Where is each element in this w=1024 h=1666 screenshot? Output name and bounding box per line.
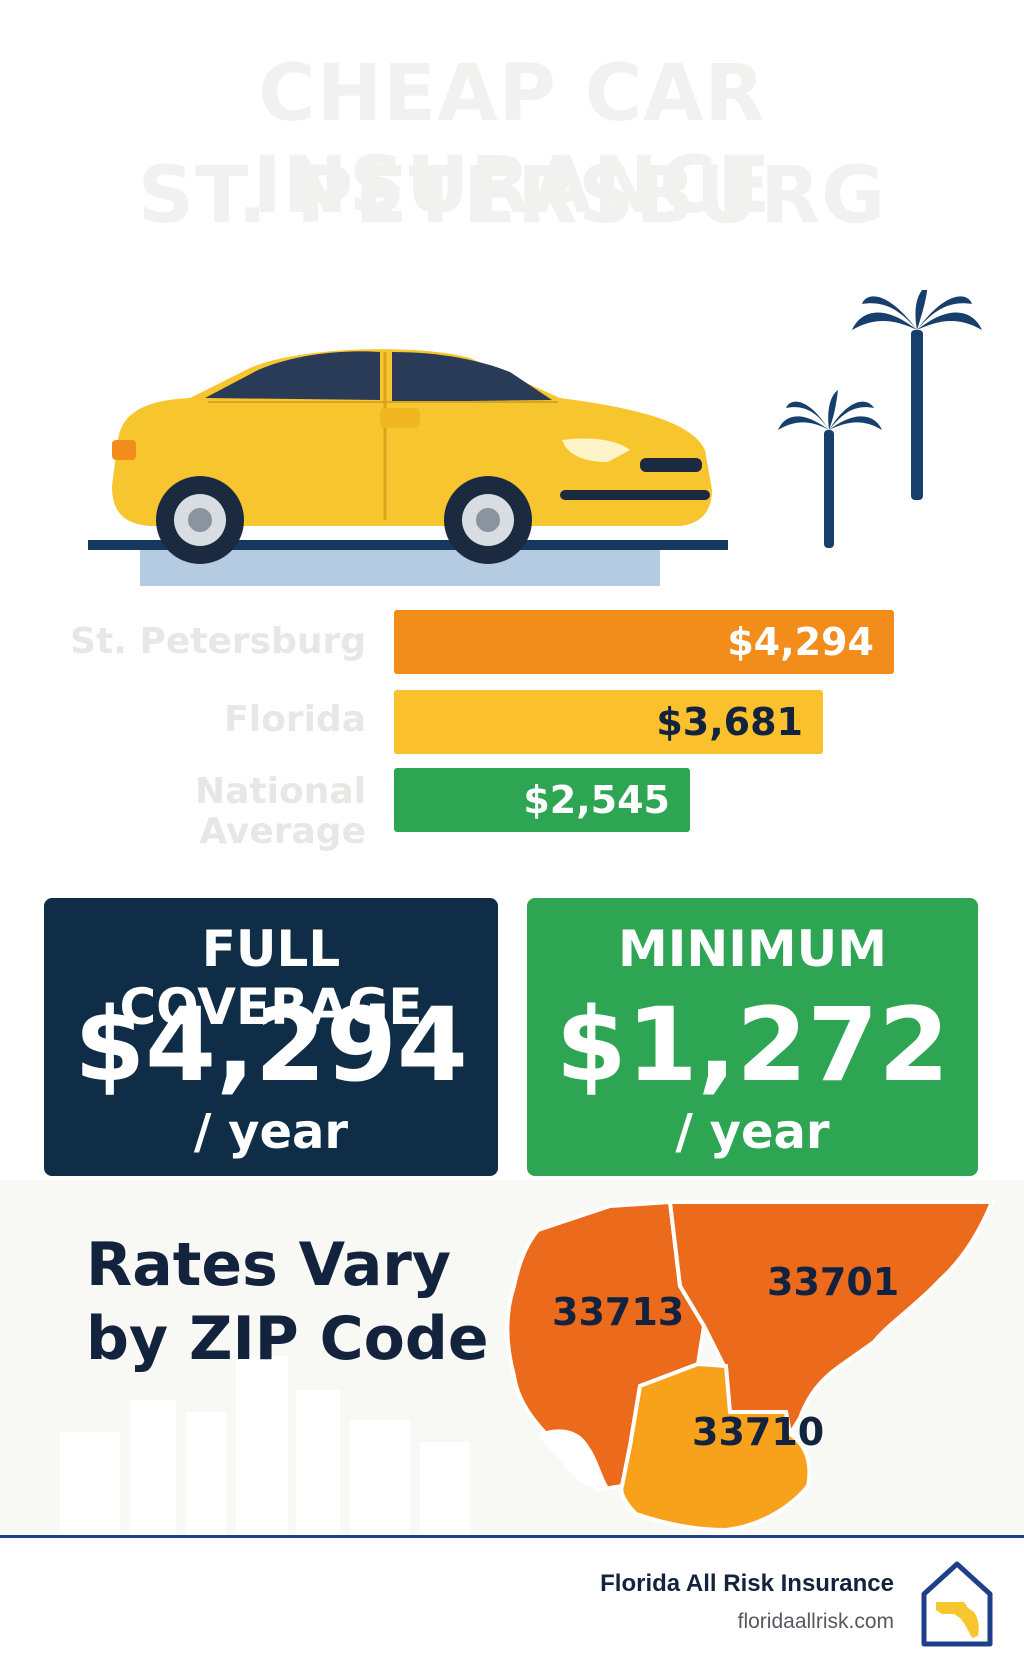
- rates-vary-heading: Rates Vary by ZIP Code: [86, 1228, 489, 1376]
- zip-label-33713: 33713: [552, 1290, 685, 1334]
- florida-house-logo-icon: [921, 1561, 993, 1647]
- minimum-coverage-heading: MINIMUM: [618, 920, 887, 978]
- rates-vary-line-1: Rates Vary: [86, 1230, 452, 1300]
- bar-label-national-average: National Average: [195, 771, 366, 852]
- bar-national-average: $2,545: [394, 768, 690, 832]
- zip-region-33701: [667, 1200, 995, 1440]
- brand-name: Florida All Risk Insurance: [600, 1570, 894, 1597]
- minimum-coverage-card: MINIMUM $1,272 / year: [527, 898, 978, 1176]
- full-coverage-card: FULL COVERAGE $4,294 / year: [44, 898, 498, 1176]
- bar-value-national-average: $2,545: [523, 778, 670, 822]
- car-illustration: [88, 290, 982, 586]
- footer-divider: [0, 1535, 1024, 1538]
- full-coverage-amount: $4,294: [74, 986, 468, 1105]
- yellow-car-icon: [112, 349, 712, 564]
- zip-region-33713: [505, 1199, 707, 1493]
- minimum-coverage-unit: / year: [675, 1104, 830, 1160]
- zip-label-33701: 33701: [767, 1260, 900, 1304]
- bay-water-icon: [538, 1429, 608, 1488]
- rates-vary-line-2: by ZIP Code: [86, 1304, 489, 1374]
- brand-url[interactable]: floridaallrisk.com: [737, 1610, 894, 1633]
- city-skyline-icon: [60, 1356, 470, 1534]
- bar-value-florida: $3,681: [656, 700, 803, 744]
- bar-st-petersburg: $4,294: [394, 610, 894, 674]
- full-coverage-heading: FULL COVERAGE: [119, 920, 423, 1036]
- bar-value-st-petersburg: $4,294: [727, 620, 874, 664]
- zip-label-33710: 33710: [692, 1410, 825, 1454]
- bar-label-st-petersburg: St. Petersburg: [70, 621, 366, 662]
- page-title-line-2: ST. PETERSBURG: [137, 151, 887, 241]
- zip-code-map: [505, 1199, 995, 1532]
- full-coverage-unit: / year: [193, 1104, 349, 1160]
- palm-tree-large-icon: [852, 290, 982, 500]
- bar-label-florida: Florida: [224, 699, 366, 740]
- road-shadow-icon: [88, 540, 728, 586]
- zip-region-33710: [619, 1361, 812, 1532]
- bar-florida: $3,681: [394, 690, 823, 754]
- minimum-coverage-amount: $1,272: [555, 986, 950, 1105]
- palm-tree-small-icon: [778, 390, 882, 548]
- page-title-line-1: CHEAP CAR INSURANCE: [252, 49, 772, 231]
